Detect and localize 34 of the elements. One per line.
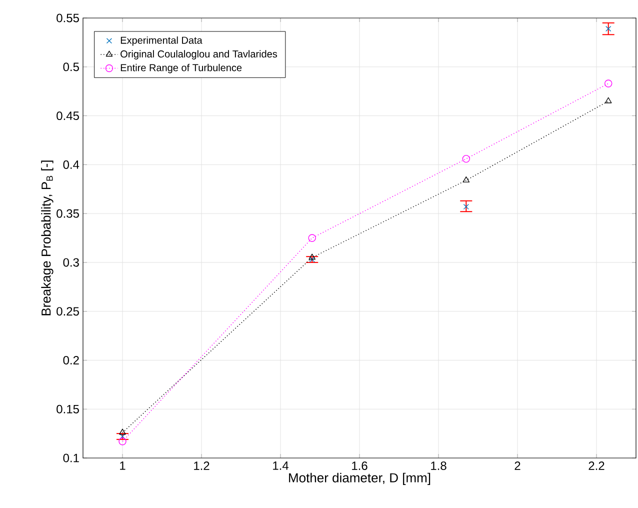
y-tick-label: 0.1 <box>63 454 79 462</box>
x-tick-label: 2.2 <box>588 462 604 470</box>
point <box>604 97 612 104</box>
y-tick-label: 0.3 <box>63 258 79 267</box>
point <box>462 154 470 163</box>
y-tick-label: 0.4 <box>63 160 80 169</box>
legend-label: Experimental Data <box>120 36 202 46</box>
point <box>606 26 612 32</box>
point <box>308 254 316 260</box>
point <box>462 176 470 182</box>
legend-label: Original Coulaloglou and Tavlarides <box>120 50 278 60</box>
x-tick-label: 2 <box>514 462 520 470</box>
y-axis-title: Breakage Probability, P$_{B}$ [-] <box>41 160 54 316</box>
y-tick-label: 0.25 <box>56 307 79 316</box>
y-tick-label: 0.55 <box>56 14 79 22</box>
point <box>308 234 316 242</box>
point <box>604 80 612 88</box>
point <box>120 434 126 440</box>
x-tick-label: 1.8 <box>431 462 446 470</box>
x-axis-title: Mother diameter, D [mm] <box>289 472 430 485</box>
point <box>463 204 469 210</box>
point <box>118 438 126 446</box>
x-tick-label: 1.6 <box>352 462 368 470</box>
x-tick-label: 1.4 <box>273 462 288 470</box>
y-tick-label: 0.2 <box>63 356 79 364</box>
legend-label: Entire Range of Turbulence <box>120 64 242 74</box>
x-tick-label: 1 <box>120 462 126 470</box>
y-tick-label: 0.15 <box>56 404 79 414</box>
y-tick-label: 0.5 <box>63 62 79 72</box>
y-tick-label: 0.35 <box>56 209 79 218</box>
x-tick-label: 1.2 <box>194 462 210 470</box>
point <box>309 256 315 262</box>
point <box>119 428 126 435</box>
y-tick-label: 0.45 <box>56 112 79 120</box>
